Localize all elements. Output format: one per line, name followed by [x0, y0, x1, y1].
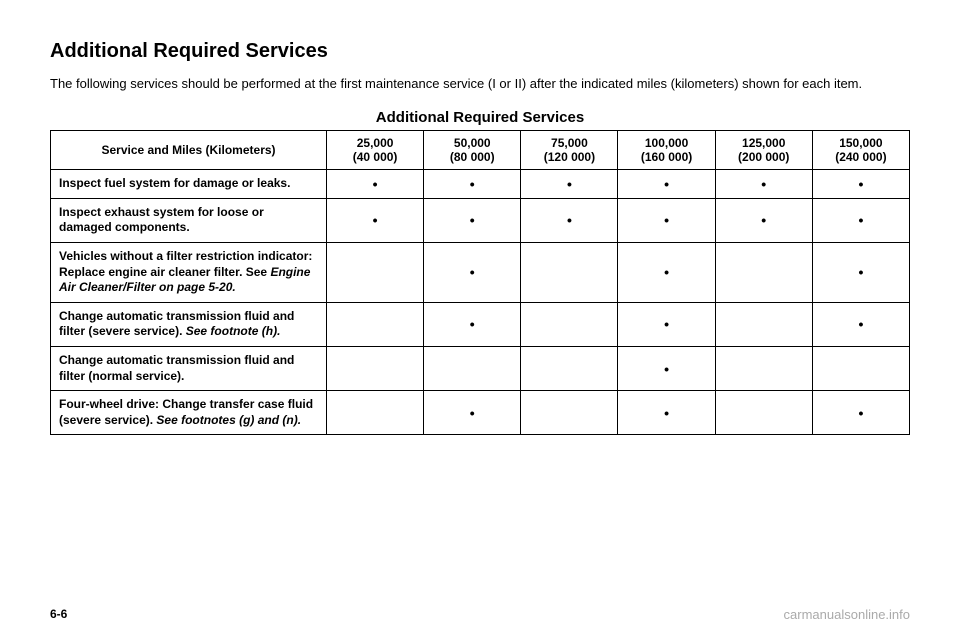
table-header-row: Service and Miles (Kilometers) 25,000(40…: [51, 131, 910, 170]
mark-cell: •: [812, 391, 909, 435]
table-row: Four-wheel drive: Change transfer case f…: [51, 391, 910, 435]
mark-cell: •: [327, 170, 424, 199]
mark-cell: [715, 302, 812, 346]
mark-cell: •: [812, 198, 909, 242]
intro-text: The following services should be perform…: [50, 75, 910, 93]
mark-cell: •: [424, 198, 521, 242]
page-footer: 6-6 carmanualsonline.info: [50, 607, 910, 622]
service-label: Vehicles without a filter restriction in…: [51, 242, 327, 302]
mark-cell: [327, 302, 424, 346]
mark-cell: [327, 346, 424, 390]
services-table: Service and Miles (Kilometers) 25,000(40…: [50, 130, 910, 435]
mark-cell: [521, 302, 618, 346]
service-label: Inspect exhaust system for loose or dama…: [51, 198, 327, 242]
header-col3: 75,000(120 000): [521, 131, 618, 170]
mark-cell: •: [424, 391, 521, 435]
mark-cell: [424, 346, 521, 390]
page-heading: Additional Required Services: [50, 40, 910, 63]
mark-cell: •: [618, 302, 715, 346]
mark-cell: [715, 346, 812, 390]
mark-cell: •: [618, 242, 715, 302]
mark-cell: •: [424, 302, 521, 346]
mark-cell: [715, 391, 812, 435]
header-service: Service and Miles (Kilometers): [51, 131, 327, 170]
mark-cell: [327, 391, 424, 435]
table-row: Change automatic transmission fluid and …: [51, 302, 910, 346]
header-col2: 50,000(80 000): [424, 131, 521, 170]
table-row: Inspect fuel system for damage or leaks.…: [51, 170, 910, 199]
service-label: Four-wheel drive: Change transfer case f…: [51, 391, 327, 435]
page-number: 6-6: [50, 607, 67, 622]
mark-cell: [327, 242, 424, 302]
mark-cell: •: [521, 170, 618, 199]
mark-cell: •: [521, 198, 618, 242]
mark-cell: •: [618, 346, 715, 390]
mark-cell: [715, 242, 812, 302]
table-row: Change automatic transmission fluid and …: [51, 346, 910, 390]
mark-cell: •: [424, 170, 521, 199]
table-title: Additional Required Services: [50, 109, 910, 126]
mark-cell: •: [618, 391, 715, 435]
mark-cell: •: [618, 198, 715, 242]
watermark: carmanualsonline.info: [784, 607, 910, 622]
mark-cell: •: [715, 170, 812, 199]
header-col4: 100,000(160 000): [618, 131, 715, 170]
header-col6: 150,000(240 000): [812, 131, 909, 170]
mark-cell: •: [812, 242, 909, 302]
service-label: Inspect fuel system for damage or leaks.: [51, 170, 327, 199]
mark-cell: [812, 346, 909, 390]
mark-cell: •: [618, 170, 715, 199]
mark-cell: [521, 346, 618, 390]
mark-cell: [521, 242, 618, 302]
header-col1: 25,000(40 000): [327, 131, 424, 170]
service-label: Change automatic transmission fluid and …: [51, 346, 327, 390]
mark-cell: •: [715, 198, 812, 242]
mark-cell: [521, 391, 618, 435]
table-row: Inspect exhaust system for loose or dama…: [51, 198, 910, 242]
service-label: Change automatic transmission fluid and …: [51, 302, 327, 346]
header-col5: 125,000(200 000): [715, 131, 812, 170]
table-row: Vehicles without a filter restriction in…: [51, 242, 910, 302]
mark-cell: •: [327, 198, 424, 242]
mark-cell: •: [812, 170, 909, 199]
mark-cell: •: [424, 242, 521, 302]
mark-cell: •: [812, 302, 909, 346]
